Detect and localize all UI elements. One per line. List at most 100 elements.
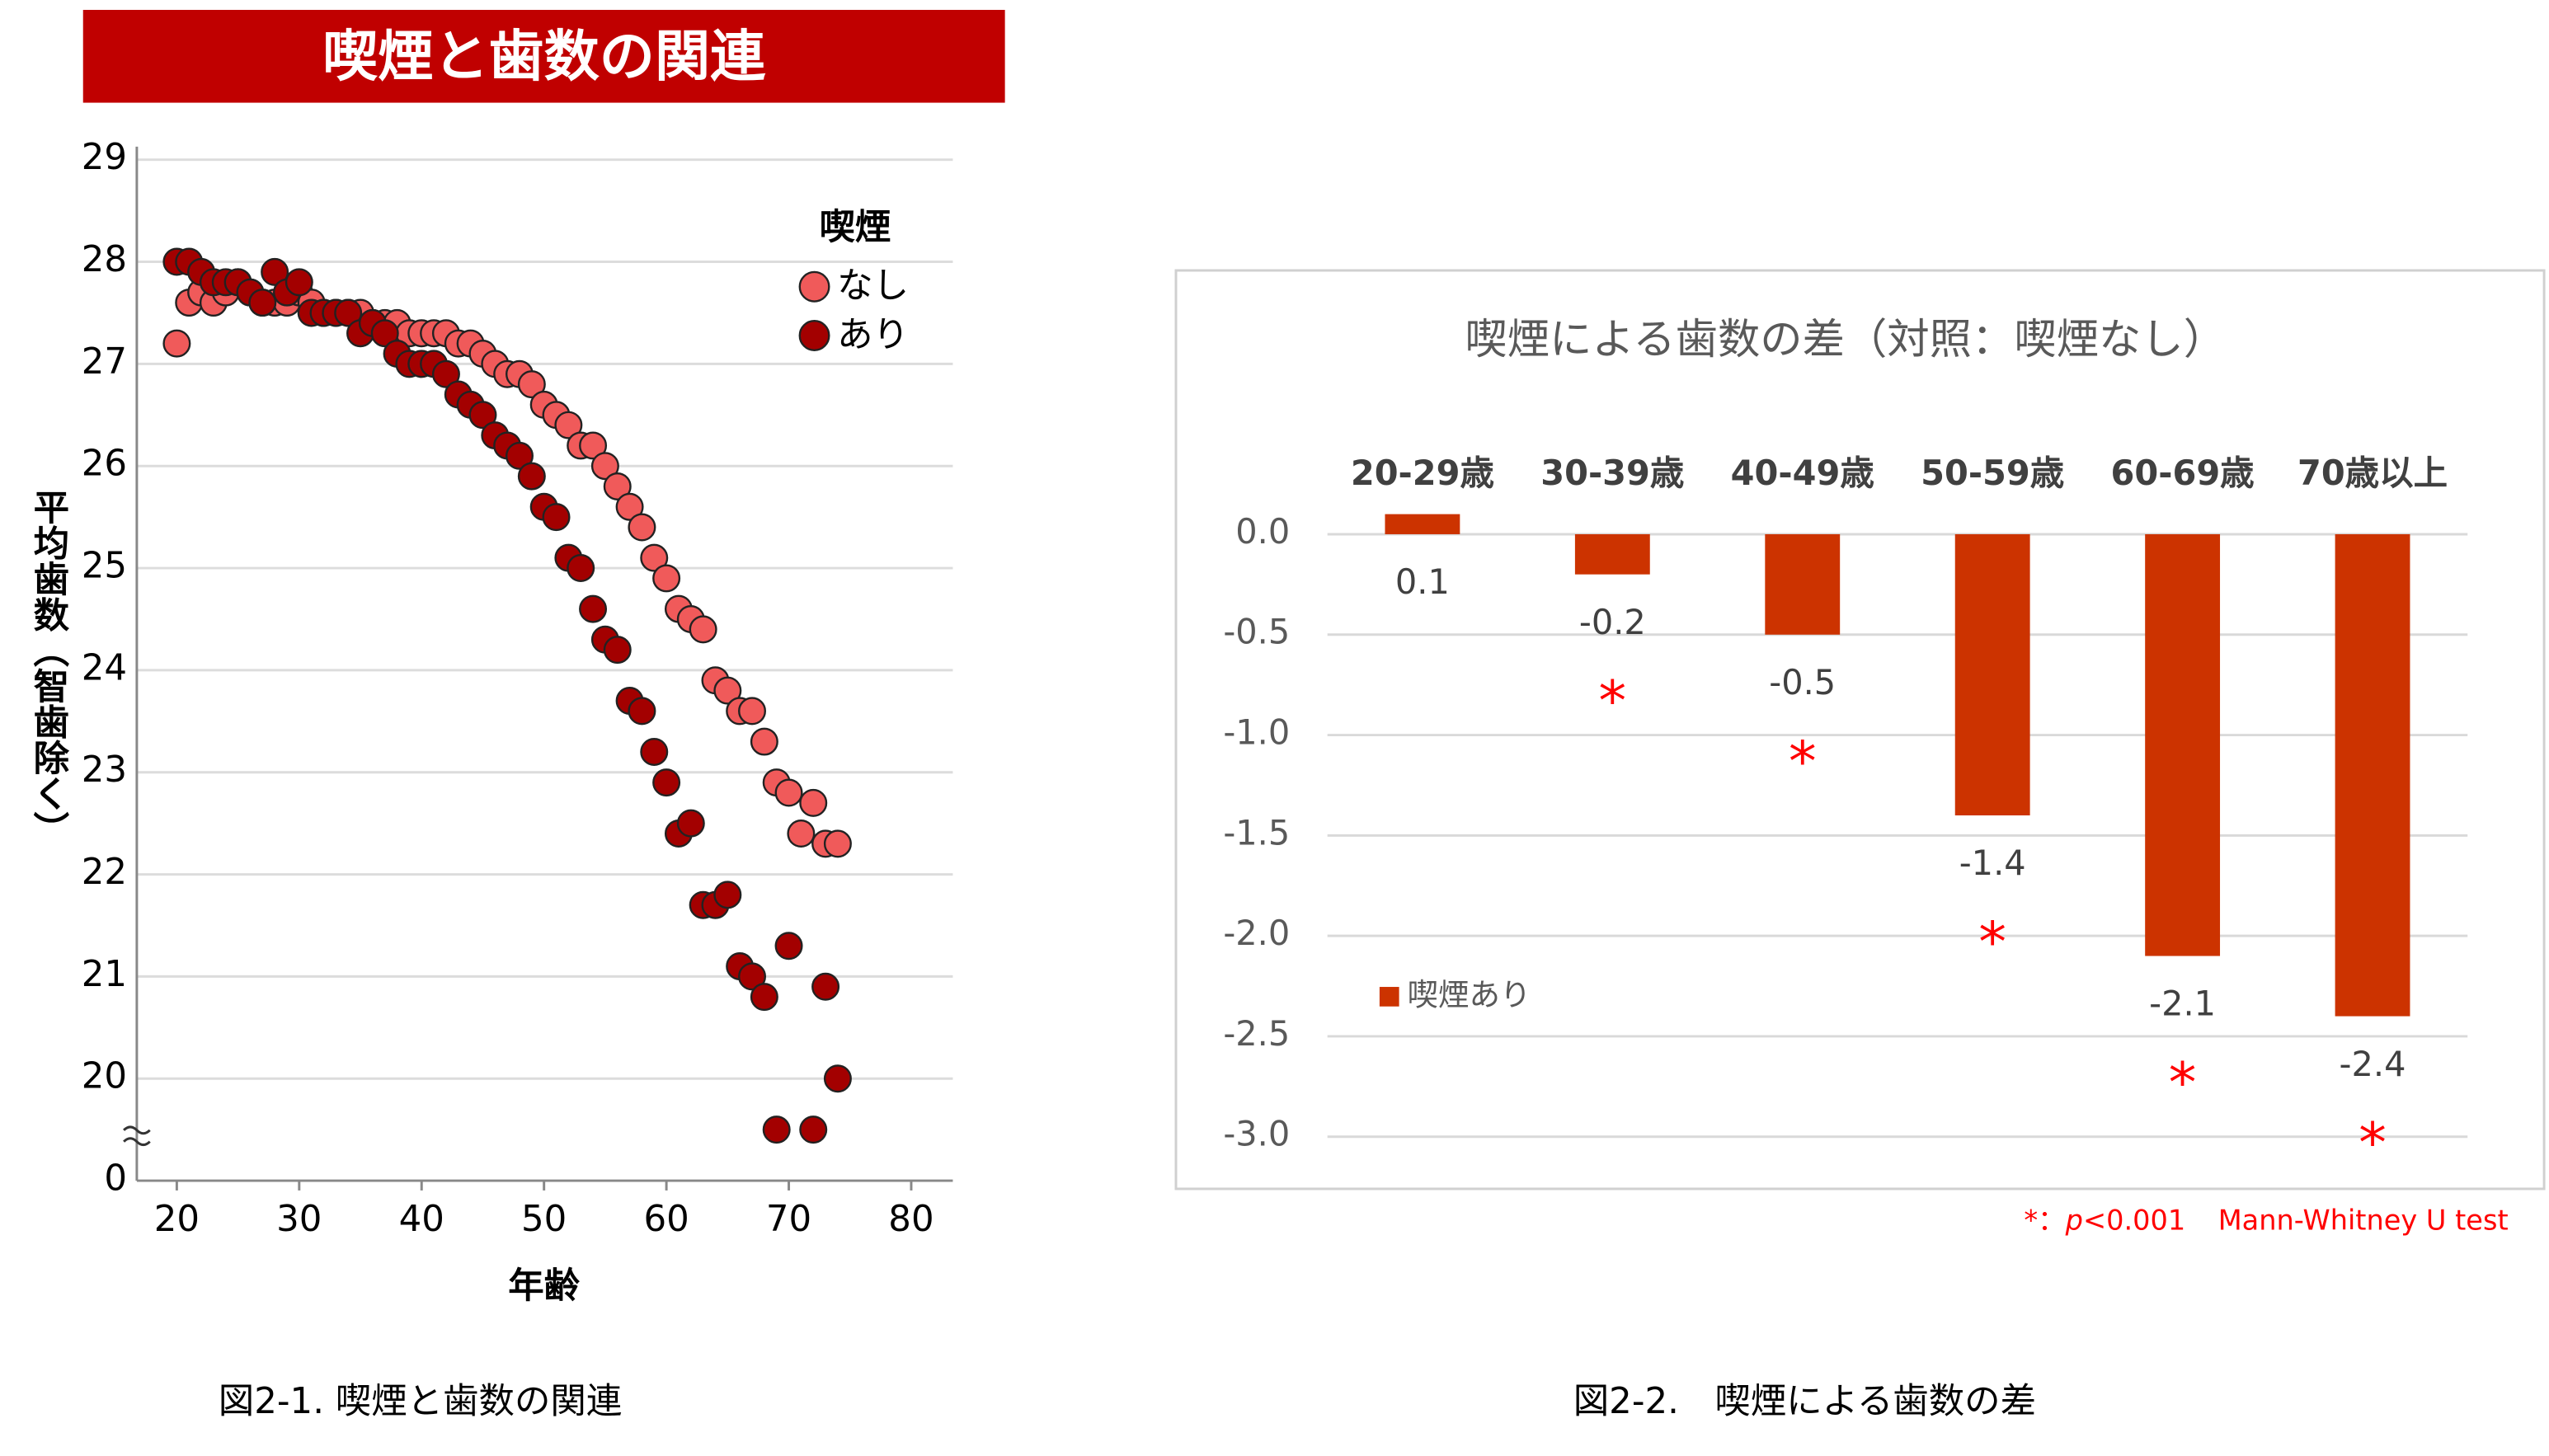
value-label: -2.1	[2149, 984, 2216, 1024]
note-part: <0.001	[2083, 1204, 2185, 1236]
point	[738, 697, 766, 726]
point	[370, 319, 399, 348]
point	[750, 983, 778, 1012]
point	[628, 697, 656, 726]
note-part: p	[2065, 1204, 2083, 1236]
point	[640, 543, 669, 572]
point	[676, 809, 705, 838]
point	[774, 932, 803, 960]
y-tick-label: 29	[82, 137, 127, 178]
point	[652, 768, 681, 797]
point	[542, 503, 571, 532]
y-tick-label: 24	[82, 647, 127, 688]
value-label: -0.5	[1769, 663, 1836, 702]
category-label: 60-69歳	[2111, 453, 2255, 493]
y-tick-label: -3.0	[1223, 1115, 1290, 1154]
point	[713, 881, 742, 909]
bar	[2335, 533, 2410, 1017]
point	[787, 820, 816, 848]
right-frame	[1174, 269, 2546, 1191]
value-label: -2.4	[2340, 1045, 2406, 1084]
category-label: 30-39歳	[1540, 453, 1684, 493]
legend-swatch	[1379, 987, 1399, 1007]
caption: 図2-2. 喫煙による歯数の差	[1573, 1381, 2036, 1422]
point	[774, 778, 803, 807]
y-tick-label: -2.0	[1223, 914, 1290, 953]
significance-mark: *	[1978, 910, 2006, 975]
point	[603, 636, 632, 665]
y-tick-label: -0.5	[1223, 613, 1290, 652]
legend-title: 喫煙	[819, 207, 891, 248]
x-axis-label: 年齢	[508, 1266, 580, 1307]
y-tick-label: -1.0	[1223, 713, 1290, 753]
category-label: 20-29歳	[1351, 453, 1494, 493]
x-tick-label: 80	[888, 1199, 934, 1240]
point	[823, 1064, 852, 1093]
point	[713, 676, 742, 705]
axis-break	[123, 1125, 151, 1147]
point	[762, 1115, 791, 1144]
y-tick-label: 0.0	[1235, 512, 1290, 552]
y-tick-label: 0	[104, 1158, 127, 1200]
bar	[1765, 533, 1841, 635]
x-tick-label: 20	[154, 1199, 200, 1240]
point	[590, 452, 619, 481]
point	[162, 329, 191, 358]
point	[615, 492, 644, 521]
legend-label: 喫煙あり	[1407, 976, 1531, 1012]
point	[799, 1115, 828, 1144]
point	[261, 257, 289, 286]
legend-label: なし	[837, 265, 909, 307]
y-tick-label: 26	[82, 444, 127, 485]
legend-swatch	[798, 320, 830, 351]
significance-mark: *	[2169, 1050, 2197, 1115]
category-label: 70歳以上	[2297, 453, 2448, 493]
x-tick-label: 40	[399, 1199, 444, 1240]
point	[652, 564, 681, 593]
note: *：p<0.001 Mann-Whitney U test	[2024, 1204, 2508, 1236]
x-tick-label: 70	[766, 1199, 811, 1240]
caption: 図2-1. 喫煙と歯数の関連	[219, 1381, 623, 1422]
point	[738, 962, 766, 991]
point	[799, 788, 828, 817]
y-tick-label: -2.5	[1223, 1014, 1290, 1054]
y-tick-label: 20	[82, 1056, 127, 1097]
point	[579, 594, 608, 623]
point	[640, 737, 669, 766]
significance-mark: *	[2359, 1111, 2387, 1175]
point	[506, 441, 534, 470]
chart-title: 喫煙による歯数の差（対照：喫煙なし）	[1465, 315, 2226, 364]
note-part: Mann-Whitney U test	[2218, 1204, 2509, 1236]
x-tick-label: 50	[521, 1199, 567, 1240]
point	[334, 298, 363, 327]
significance-mark: *	[1599, 669, 1627, 733]
bar	[2145, 533, 2221, 956]
x-tick-label: 30	[276, 1199, 322, 1240]
value-label: -0.2	[1579, 603, 1646, 642]
point	[750, 727, 778, 756]
point	[431, 359, 460, 388]
note-part: *：	[2024, 1204, 2065, 1236]
point	[468, 401, 497, 430]
y-axis-label: 平均歯数（智歯除く）	[27, 489, 69, 848]
legend-label: あり	[837, 314, 909, 355]
bar	[1385, 514, 1460, 534]
point	[811, 972, 840, 1001]
point	[248, 289, 277, 317]
point	[579, 431, 608, 460]
point	[517, 462, 546, 491]
point	[603, 472, 632, 500]
category-label: 40-49歳	[1731, 453, 1874, 493]
value-label: 0.1	[1395, 562, 1450, 602]
point	[823, 829, 852, 858]
y-tick-label: 22	[82, 852, 127, 893]
point	[567, 554, 595, 583]
title-banner	[82, 9, 1005, 103]
point	[517, 370, 546, 399]
value-label: -1.4	[1959, 843, 2026, 883]
y-tick-label: 23	[82, 749, 127, 791]
bar	[1574, 533, 1650, 575]
bar	[1954, 533, 2030, 815]
